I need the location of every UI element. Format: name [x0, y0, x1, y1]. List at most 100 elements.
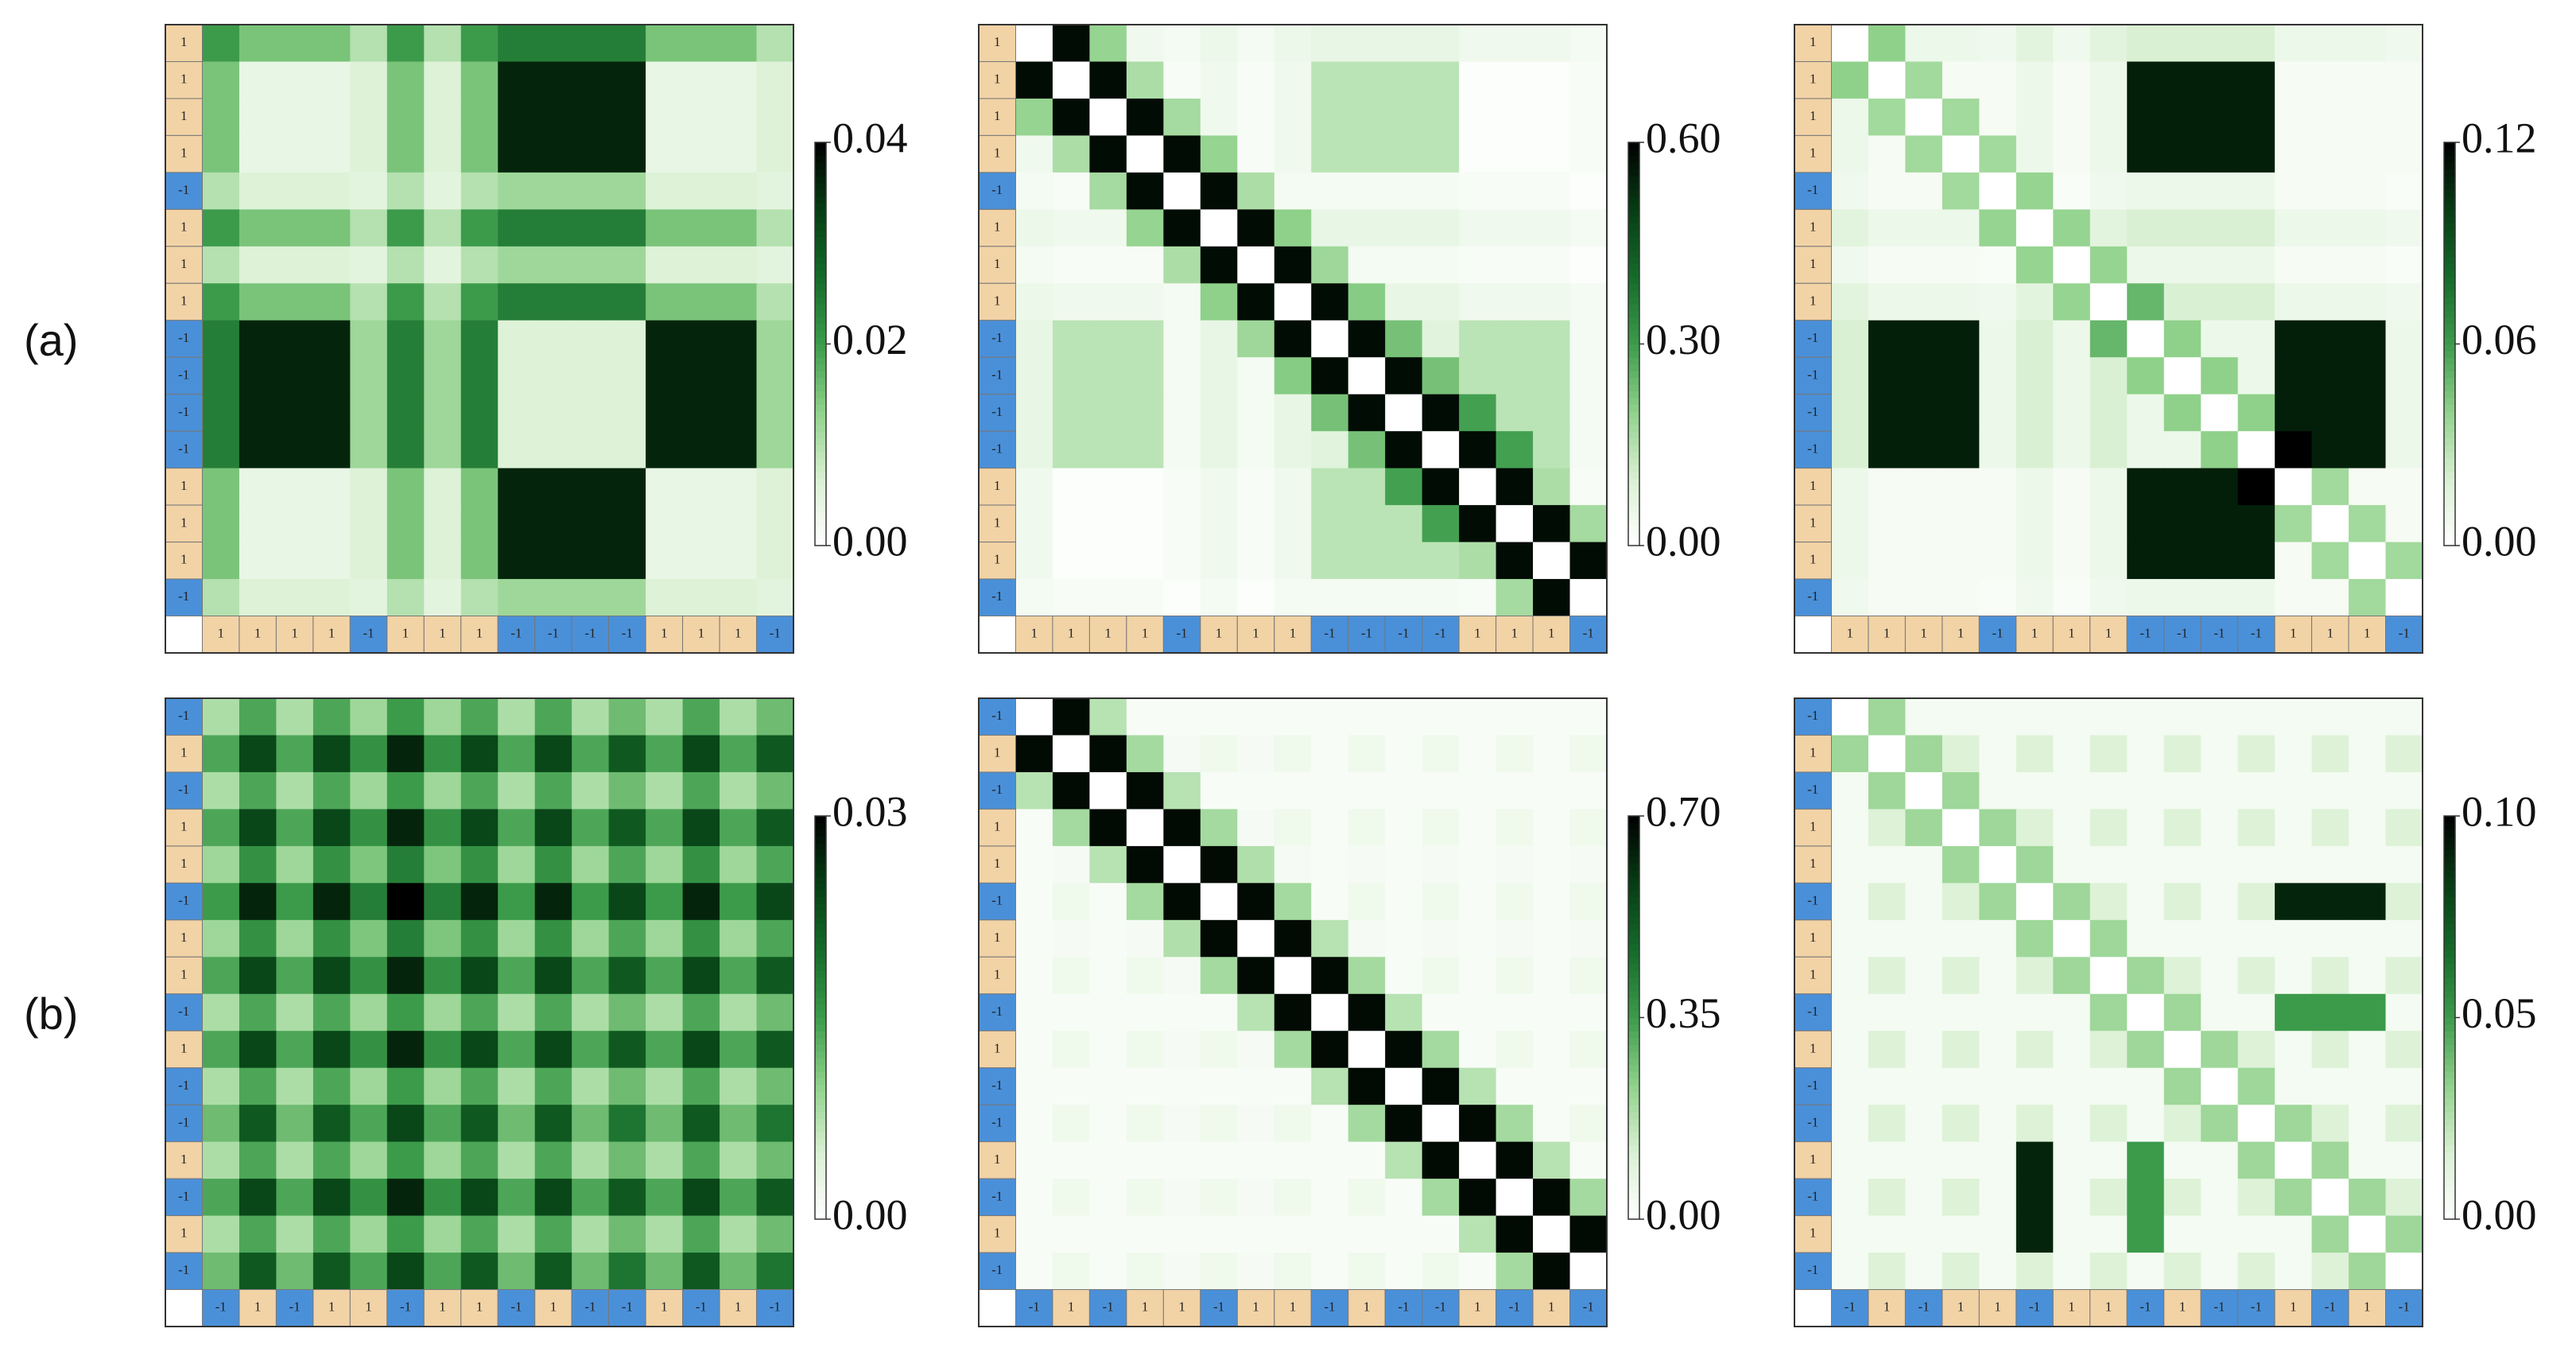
heatmap-cell: [1385, 771, 1423, 810]
heatmap-cell: [1868, 283, 1906, 321]
heatmap-cell: [1868, 25, 1906, 62]
heatmap-cell: [1015, 505, 1053, 543]
heatmap-cell: [2053, 61, 2091, 99]
spin-label: 1: [994, 745, 1001, 760]
heatmap-cell: [682, 25, 720, 62]
spin-cell: [275, 1289, 314, 1327]
spin-label: 1: [994, 219, 1001, 234]
colorbar-segment: [1628, 1044, 1639, 1052]
heatmap-cell: [1385, 394, 1423, 432]
heatmap-cell: [1422, 883, 1460, 921]
heatmap-cell: [1831, 172, 1869, 210]
spin-label: -1: [510, 1299, 522, 1315]
heatmap-cell: [1015, 1215, 1053, 1253]
spin-cell: [978, 808, 1016, 847]
heatmap-cell: [1868, 845, 1906, 884]
heatmap-cell: [2311, 172, 2349, 210]
heatmap-cell: [720, 993, 758, 1031]
heatmap-cell: [572, 735, 610, 773]
colorbar-segment: [2444, 176, 2455, 184]
heatmap-cell: [350, 771, 388, 810]
heatmap-cell: [1348, 993, 1386, 1031]
heatmap-cell: [646, 1141, 684, 1179]
heatmap-cell: [572, 883, 610, 921]
spin-label: 1: [476, 1299, 483, 1315]
heatmap-cell: [1831, 61, 1869, 99]
heatmap-cell: [460, 1141, 499, 1179]
colorbar-segment: [2444, 829, 2455, 837]
heatmap-cell: [312, 993, 351, 1031]
colorbar-segment: [2444, 970, 2455, 978]
heatmap-cell: [1533, 468, 1571, 506]
heatmap-cell: [1905, 1215, 1943, 1253]
heatmap-cell: [1274, 61, 1312, 99]
heatmap-cell: [1942, 919, 1980, 958]
heatmap-cell: [1200, 771, 1238, 810]
heatmap-cell: [1569, 209, 1608, 247]
heatmap-cell: [239, 505, 277, 543]
colorbar-segment: [1628, 532, 1639, 540]
heatmap-cell: [1163, 579, 1201, 617]
heatmap-cell: [720, 1179, 758, 1217]
heatmap-cell: [1422, 357, 1460, 395]
spin-label: 1: [180, 72, 188, 87]
colorbar-segment: [815, 1212, 826, 1220]
heatmap-cell: [1126, 357, 1164, 395]
heatmap-cell: [1052, 25, 1090, 62]
spin-cell: [978, 356, 1016, 395]
heatmap-cell: [386, 883, 425, 921]
spin-label: 1: [1474, 1299, 1481, 1315]
heatmap-cell: [1163, 25, 1201, 62]
heatmap-cell: [1385, 1253, 1423, 1291]
spin-cell: [1868, 616, 1906, 654]
heatmap-cell: [1868, 735, 1906, 773]
heatmap-cell: [756, 61, 794, 99]
spin-label: 1: [328, 626, 336, 641]
colorbar-segment: [2444, 223, 2455, 231]
colorbar-segment: [815, 869, 826, 877]
heatmap-cell: [2015, 25, 2054, 62]
heatmap-cell: [572, 283, 610, 321]
heatmap-cell: [1163, 98, 1201, 136]
heatmap-cell: [1459, 61, 1497, 99]
colorbar-segment: [1628, 511, 1639, 519]
heatmap-cell: [1348, 25, 1386, 62]
colorbar-segment: [1628, 1004, 1639, 1012]
colorbar-segment: [815, 836, 826, 844]
colorbar-segment: [1628, 363, 1639, 371]
colorbar-segment: [1628, 371, 1639, 379]
heatmap-cell: [386, 735, 425, 773]
heatmap-cell: [1533, 1141, 1571, 1179]
colorbar-segment: [815, 283, 826, 291]
spin-label: 1: [217, 626, 224, 641]
colorbar-segment: [815, 250, 826, 258]
heatmap-cell: [756, 698, 794, 736]
colorbar-segment: [1628, 1152, 1639, 1160]
heatmap-cell: [608, 98, 646, 136]
colorbar-segment: [1628, 997, 1639, 1005]
colorbar-segment: [815, 189, 826, 197]
heatmap-cell: [1868, 357, 1906, 395]
spin-label: 1: [2327, 626, 2334, 641]
colorbar-segment: [1628, 1165, 1639, 1173]
heatmap-cell: [2237, 579, 2275, 617]
heatmap-cell: [2163, 1031, 2202, 1069]
heatmap-cell: [1422, 320, 1460, 358]
spin-cell: [2015, 1289, 2054, 1327]
colorbar-segment: [1628, 836, 1639, 844]
spin-label: -1: [178, 589, 189, 604]
spin-cell: [1794, 430, 1832, 469]
colorbar-segment: [2444, 424, 2455, 432]
spin-label: -1: [178, 367, 189, 382]
heatmap-cell: [350, 505, 388, 543]
heatmap-cell: [534, 25, 572, 62]
heatmap-cell: [1311, 771, 1349, 810]
heatmap-cell: [1163, 993, 1201, 1031]
colorbar-segment: [1628, 478, 1639, 486]
heatmap-cell: [1163, 468, 1201, 506]
heatmap-cell: [2385, 1141, 2423, 1179]
heatmap-cell: [1496, 735, 1534, 773]
heatmap-cell: [2311, 542, 2349, 580]
heatmap-cell: [2127, 468, 2165, 506]
heatmap-cell: [2015, 845, 2054, 884]
